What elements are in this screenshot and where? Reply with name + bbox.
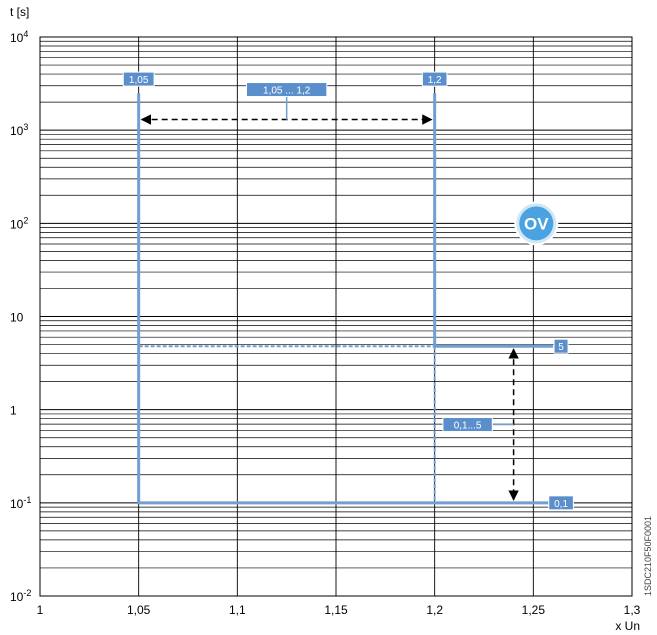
value-label-bg xyxy=(421,71,448,87)
x-tick-label: 1,3 xyxy=(624,603,641,617)
x-tick-label: 1,25 xyxy=(522,603,546,617)
x-tick-label: 1,05 xyxy=(127,603,151,617)
ov-badge-text: OV xyxy=(524,214,549,233)
x-tick-labels: 1 1,05 1,1 1,15 1,2 1,25 1,3 xyxy=(37,603,641,617)
range-label: 1,05 ... 1,2 xyxy=(263,86,311,97)
y-tick-label: 1 xyxy=(10,404,17,418)
y-tick-label: 103 xyxy=(10,122,28,138)
value-label: 5 xyxy=(558,342,564,353)
x-tick-label: 1,2 xyxy=(426,603,443,617)
value-label-bg xyxy=(548,495,574,511)
y-tick-label: 10-1 xyxy=(10,495,31,511)
annotations: 1,05 1,2 5 0,1 1,05 ... 1,2 0,1...5 OV xyxy=(122,71,574,511)
figure-code: 1SDC210F50F0001 xyxy=(643,516,653,596)
x-tick-label: 1,1 xyxy=(229,603,246,617)
y-tick-label: 10-2 xyxy=(10,588,31,604)
y-tick-label: 104 xyxy=(10,29,28,45)
range-label-bg xyxy=(245,82,328,98)
y-tick-label: 10 xyxy=(10,311,24,325)
value-label: 1,05 xyxy=(129,75,149,86)
y-axis-label: t [s] xyxy=(10,5,29,19)
curve-solid xyxy=(137,93,554,505)
x-axis-label: x Un xyxy=(615,619,640,633)
ov-badge xyxy=(519,206,554,241)
value-label: 1,2 xyxy=(428,75,442,86)
x-tick-label: 1 xyxy=(37,603,44,617)
curves xyxy=(137,93,554,505)
y-tick-labels: 10-2 10-1 1 10 102 103 104 xyxy=(10,29,31,604)
value-label-bg xyxy=(122,71,155,87)
range-label-bg xyxy=(442,417,493,433)
range-label: 0,1...5 xyxy=(454,421,482,432)
value-label-bg xyxy=(553,338,569,354)
grid xyxy=(39,36,633,597)
value-label: 0,1 xyxy=(554,499,568,510)
y-tick-label: 102 xyxy=(10,215,28,231)
x-tick-label: 1,15 xyxy=(324,603,348,617)
